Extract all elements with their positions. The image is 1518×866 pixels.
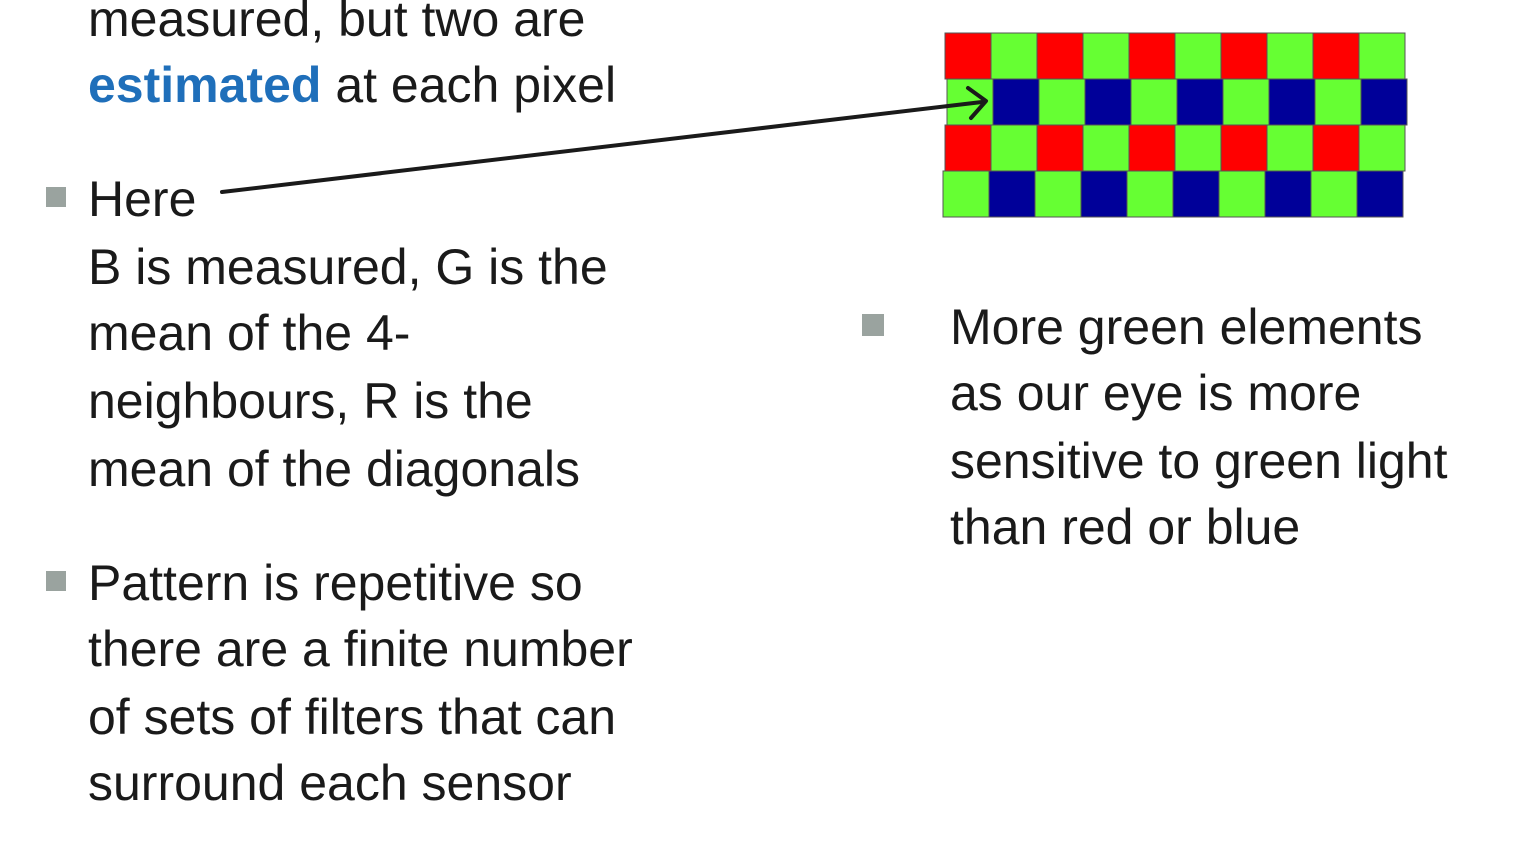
pattern-text-line: surround each sensor (88, 755, 572, 811)
text-estimated-line: estimated at each pixel (88, 52, 616, 118)
estimated-emphasis: estimated (88, 57, 322, 113)
red-filter-cell (1312, 124, 1360, 172)
here-text-line: neighbours, R is the (88, 373, 533, 429)
square-bullet-icon (46, 571, 66, 591)
green-filter-cell (990, 32, 1038, 80)
red-filter-cell (944, 32, 992, 80)
blue-filter-cell (1172, 170, 1220, 218)
blue-filter-cell (1360, 78, 1408, 126)
green-filter-cell (1310, 170, 1358, 218)
blue-filter-cell (1268, 78, 1316, 126)
here-text-line: mean of the 4- (88, 305, 411, 361)
green-filter-cell (942, 170, 990, 218)
red-filter-cell (944, 124, 992, 172)
red-filter-cell (1220, 32, 1268, 80)
green-filter-cell (1174, 124, 1222, 172)
green-filter-cell (946, 78, 994, 126)
bayer-filter-mosaic (942, 32, 1408, 218)
blue-filter-cell (1176, 78, 1224, 126)
green-text-line: More green elements (950, 299, 1423, 355)
pattern-text-line: of sets of filters that can (88, 689, 617, 745)
green-filter-cell (1222, 78, 1270, 126)
pattern-text-line: there are a finite number (88, 621, 633, 677)
green-filter-cell (1314, 78, 1362, 126)
here-text-line: mean of the diagonals (88, 441, 581, 497)
square-bullet-icon (46, 187, 66, 207)
green-text-line: sensitive to green light (950, 433, 1448, 489)
green-filter-cell (1130, 78, 1178, 126)
green-filter-cell (1218, 170, 1266, 218)
blue-filter-cell (988, 170, 1036, 218)
green-filter-cell (1034, 170, 1082, 218)
text-measured-line: measured, but two are (88, 0, 586, 47)
blue-filter-cell (1080, 170, 1128, 218)
red-filter-cell (1128, 124, 1176, 172)
green-text-line: than red or blue (950, 499, 1301, 555)
red-filter-cell (1220, 124, 1268, 172)
green-filter-cell (1038, 78, 1086, 126)
pattern-text-line: Pattern is repetitive so (88, 555, 583, 611)
green-filter-cell (1082, 124, 1130, 172)
blue-filter-cell (1084, 78, 1132, 126)
estimated-rest: at each pixel (321, 57, 617, 113)
here-line: Here (88, 171, 197, 227)
green-filter-cell (1358, 32, 1406, 80)
green-filter-cell (990, 124, 1038, 172)
green-filter-cell (1358, 124, 1406, 172)
green-filter-cell (1174, 32, 1222, 80)
red-filter-cell (1312, 32, 1360, 80)
square-bullet-icon (862, 314, 884, 336)
red-filter-cell (1128, 32, 1176, 80)
green-filter-cell (1126, 170, 1174, 218)
green-filter-cell (1266, 124, 1314, 172)
red-filter-cell (1036, 124, 1084, 172)
green-filter-cell (1266, 32, 1314, 80)
red-filter-cell (1036, 32, 1084, 80)
green-text-line: as our eye is more (950, 365, 1362, 421)
blue-filter-cell (1264, 170, 1312, 218)
here-text-line: B is measured, G is the (88, 239, 608, 295)
green-filter-cell (1082, 32, 1130, 80)
blue-filter-cell (1356, 170, 1404, 218)
blue-filter-cell (992, 78, 1040, 126)
